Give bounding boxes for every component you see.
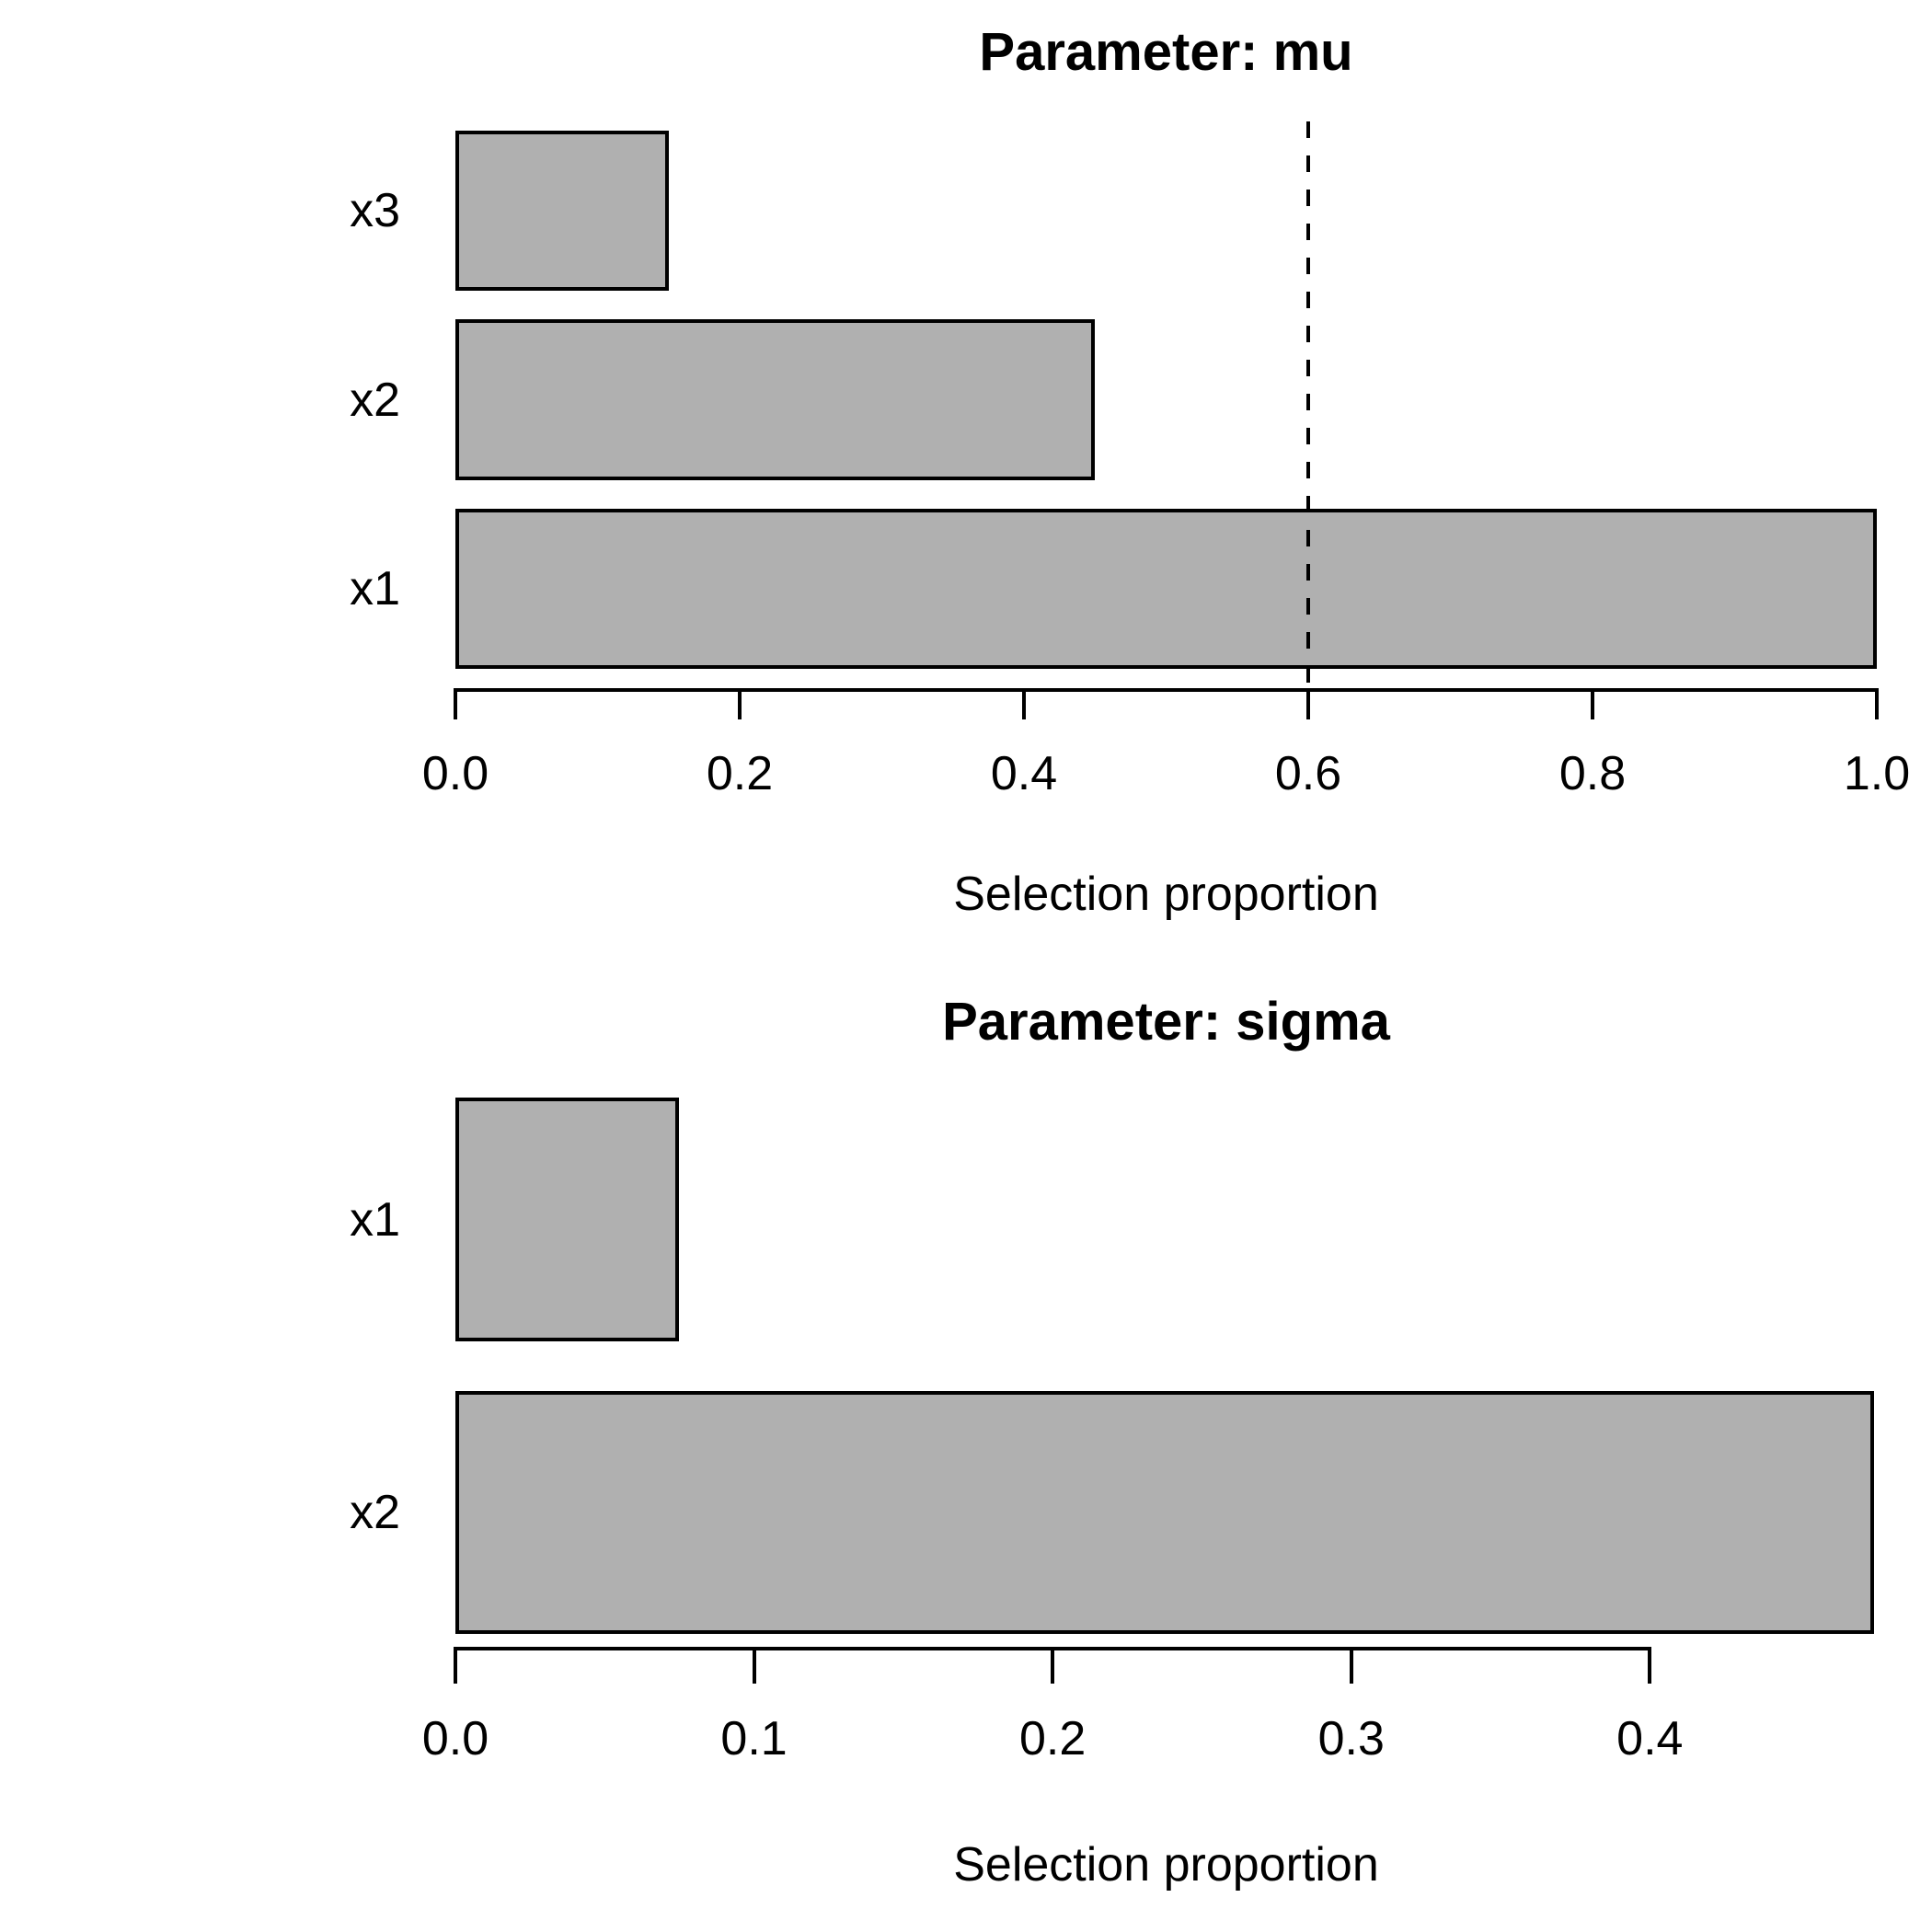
bar-x1 xyxy=(455,509,1877,669)
x-tick-label: 1.0 xyxy=(1843,747,1911,800)
bar-x1 xyxy=(455,1098,680,1341)
y-category-label-x1: x1 xyxy=(350,562,400,615)
x-tick-label: 0.4 xyxy=(990,747,1058,800)
x-tick xyxy=(1591,688,1594,719)
x-tick xyxy=(738,688,742,719)
x-tick xyxy=(1306,688,1310,719)
y-category-label-x2: x2 xyxy=(350,373,400,427)
x-axis-label-mu: Selection proportion xyxy=(953,868,1379,921)
x-tick xyxy=(454,688,457,719)
x-tick-label: 0.2 xyxy=(706,747,774,800)
bar-x2 xyxy=(455,1391,1874,1634)
x-tick-label: 0.4 xyxy=(1616,1712,1684,1765)
x-tick xyxy=(454,1647,457,1684)
x-tick-label: 0.1 xyxy=(720,1712,788,1765)
x-axis-line xyxy=(454,688,1879,692)
chart-title-sigma: Parameter: sigma xyxy=(942,992,1390,1052)
x-tick xyxy=(752,1647,756,1684)
x-tick xyxy=(1875,688,1879,719)
bar-x2 xyxy=(455,319,1096,480)
x-tick xyxy=(1349,1647,1353,1684)
threshold-vline xyxy=(1306,121,1310,692)
x-tick-label: 0.8 xyxy=(1558,747,1627,800)
x-tick-label: 0.2 xyxy=(1019,1712,1087,1765)
y-category-label-x1: x1 xyxy=(350,1192,400,1247)
x-tick-label: 0.3 xyxy=(1317,1712,1385,1765)
x-tick-label: 0.6 xyxy=(1274,747,1342,800)
bar-x3 xyxy=(455,131,669,291)
x-tick-label: 0.0 xyxy=(421,747,489,800)
x-tick-label: 0.0 xyxy=(421,1712,489,1765)
chart-title-mu: Parameter: mu xyxy=(979,22,1353,82)
y-category-label-x3: x3 xyxy=(350,184,400,237)
x-axis-label-sigma: Selection proportion xyxy=(953,1838,1379,1892)
x-tick xyxy=(1648,1647,1652,1684)
x-tick xyxy=(1022,688,1026,719)
y-category-label-x2: x2 xyxy=(350,1486,400,1539)
x-tick xyxy=(1051,1647,1055,1684)
